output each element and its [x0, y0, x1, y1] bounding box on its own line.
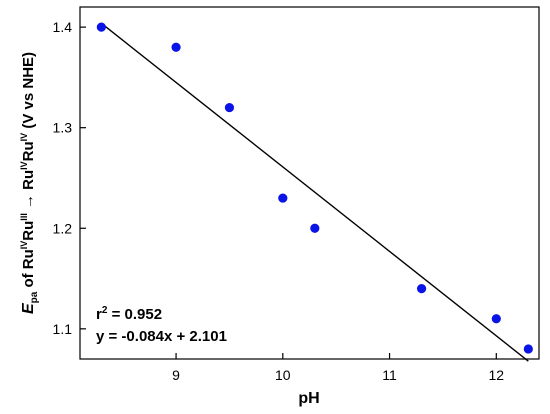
- fit-line: [100, 22, 529, 362]
- plot-frame: [79, 6, 540, 360]
- data-point: [96, 22, 106, 32]
- x-tick-label: 11: [382, 367, 397, 383]
- data-point: [491, 314, 501, 324]
- x-axis-title: pH: [298, 390, 319, 407]
- y-tick-label: 1.3: [53, 120, 73, 136]
- fit-line-group: [100, 22, 529, 362]
- data-point: [278, 193, 288, 203]
- data-point: [416, 284, 427, 294]
- data-point: [224, 102, 235, 113]
- data-point: [171, 42, 181, 52]
- data-point: [523, 344, 533, 354]
- r-squared-annotation: r2 = 0.952: [96, 305, 162, 323]
- y-axis-title: Epa of RuIVRuIII → RuIVRuIV (V vs NHE): [19, 52, 40, 314]
- y-tick-label: 1.1: [53, 321, 73, 337]
- data-point: [310, 223, 320, 233]
- x-tick-label: 10: [275, 367, 291, 383]
- tick-group: 9 10 11 12 1.1 1.2 1.3 1.4: [53, 19, 505, 383]
- x-tick-label: 9: [172, 367, 180, 383]
- y-tick-label: 1.2: [53, 220, 73, 236]
- points-group: [96, 22, 533, 354]
- equation-annotation: y = -0.084x + 2.101: [96, 328, 227, 345]
- x-tick-label: 12: [489, 367, 505, 383]
- y-tick-label: 1.4: [53, 19, 73, 35]
